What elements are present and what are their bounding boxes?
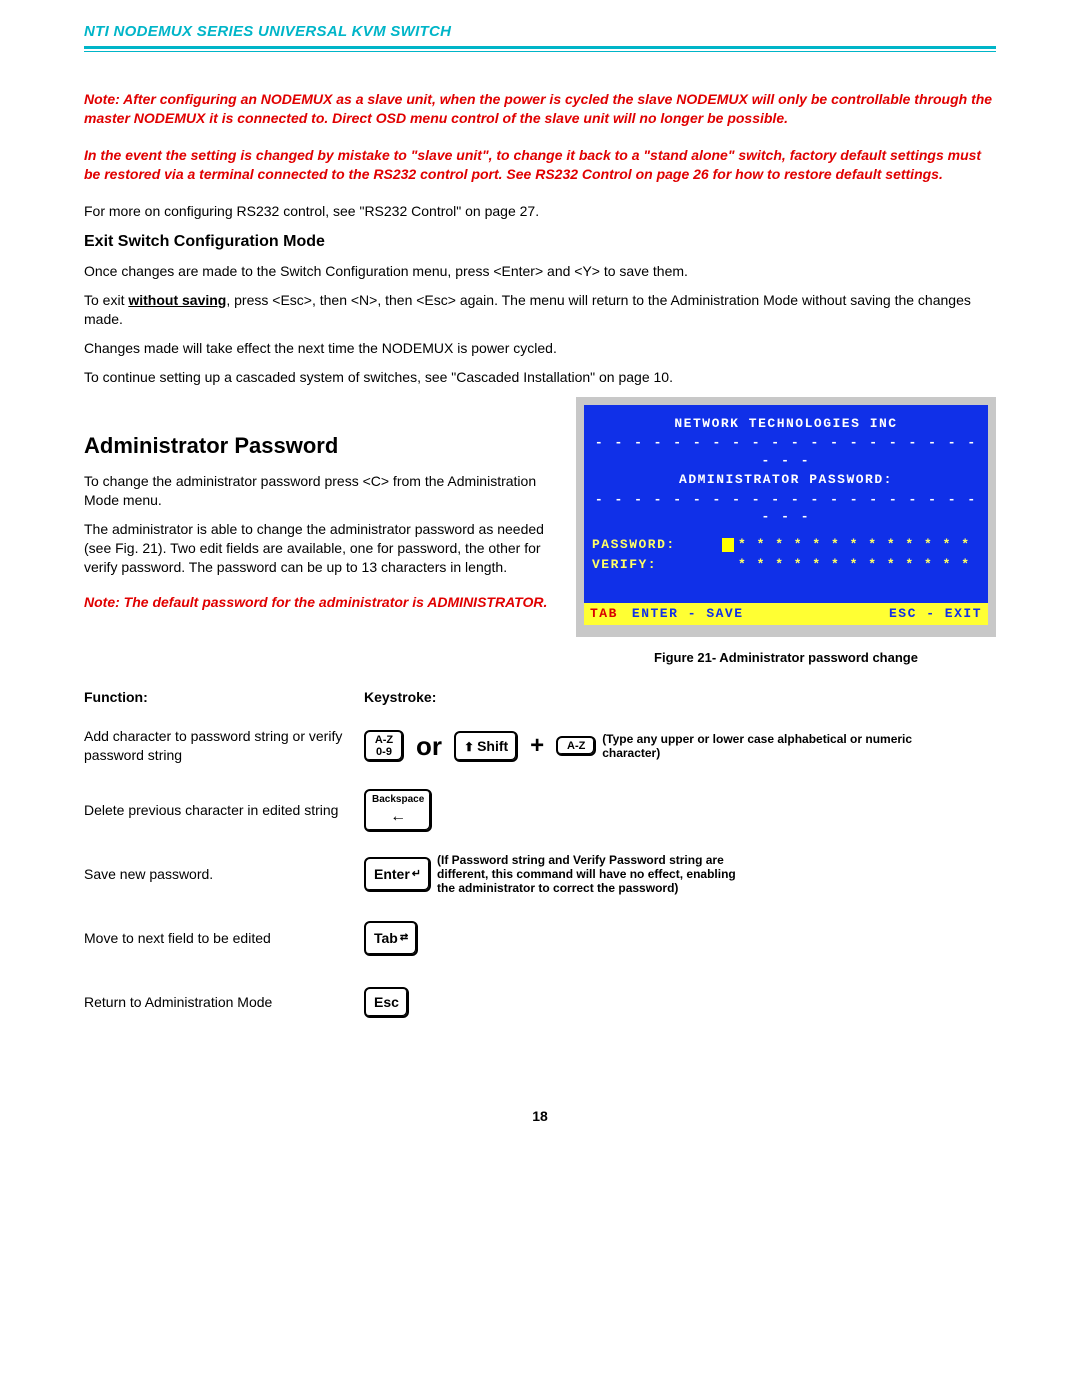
enter-arrow-icon: ↵ bbox=[412, 867, 421, 882]
admin-p1: To change the administrator password pre… bbox=[84, 472, 554, 510]
tab-arrows-icon: ⇄ bbox=[400, 933, 408, 943]
admin-section: Administrator Password To change the adm… bbox=[84, 397, 996, 667]
p3a: To exit bbox=[84, 292, 128, 308]
screen-verify-label: VERIFY: bbox=[592, 556, 722, 574]
body-para-2: Once changes are made to the Switch Conf… bbox=[84, 262, 996, 281]
key-tab: Tab ⇄ bbox=[364, 921, 418, 956]
side-note-1: (Type any upper or lower case alphabetic… bbox=[602, 732, 922, 761]
or-label: or bbox=[416, 729, 442, 764]
footer-esc: ESC - EXIT bbox=[889, 605, 982, 623]
admin-heading: Administrator Password bbox=[84, 431, 554, 461]
body-para-1: For more on configuring RS232 control, s… bbox=[84, 202, 996, 221]
key-enter: Enter ↵ bbox=[364, 857, 431, 892]
tab-text: Tab bbox=[374, 929, 398, 948]
table-row: Return to Administration Mode Esc bbox=[84, 977, 996, 1027]
p3b: without saving bbox=[128, 292, 226, 308]
password-stars: * * * * * * * * * * * * * bbox=[738, 537, 971, 552]
osd-screenshot: NETWORK TECHNOLOGIES INC - - - - - - - -… bbox=[576, 397, 996, 637]
body-para-4: Changes made will take effect the next t… bbox=[84, 339, 996, 358]
func-3: Save new password. bbox=[84, 865, 364, 884]
figure-caption: Figure 21- Administrator password change bbox=[576, 649, 996, 667]
screen-dashes-1: - - - - - - - - - - - - - - - - - - - - … bbox=[592, 434, 980, 469]
screen-line2: ADMINISTRATOR PASSWORD: bbox=[592, 471, 980, 489]
footer-tab: TAB bbox=[590, 605, 618, 623]
plus-label: + bbox=[530, 730, 544, 762]
warning-note-1: Note: After configuring an NODEMUX as a … bbox=[84, 90, 996, 128]
screen-password-label: PASSWORD: bbox=[592, 536, 722, 554]
key-az09: A-Z 0-9 bbox=[364, 730, 404, 762]
warning-note-2: In the event the setting is changed by m… bbox=[84, 146, 996, 184]
table-row: Move to next field to be edited Tab ⇄ bbox=[84, 913, 996, 963]
func-4: Move to next field to be edited bbox=[84, 929, 364, 948]
header-title: NTI NODEMUX SERIES UNIVERSAL KVM SWITCH bbox=[84, 12, 996, 46]
footer-enter: ENTER - SAVE bbox=[632, 605, 744, 623]
header-keystroke: Keystroke: bbox=[364, 688, 436, 707]
admin-default-note: Note: The default password for the admin… bbox=[84, 593, 554, 612]
enter-text: Enter bbox=[374, 865, 410, 884]
backspace-text: Backspace bbox=[372, 793, 424, 807]
key-backspace: Backspace ← bbox=[364, 789, 432, 832]
cursor-icon bbox=[722, 538, 734, 552]
function-table: Function: Keystroke: Add character to pa… bbox=[84, 688, 996, 1027]
side-note-3: (If Password string and Verify Password … bbox=[437, 853, 757, 896]
exit-heading: Exit Switch Configuration Mode bbox=[84, 231, 996, 253]
key-shift: Shift bbox=[454, 731, 518, 762]
shift-text: Shift bbox=[477, 737, 508, 756]
table-row: Save new password. Enter ↵ (If Password … bbox=[84, 849, 996, 899]
admin-p2: The administrator is able to change the … bbox=[84, 520, 554, 577]
func-2: Delete previous character in edited stri… bbox=[84, 801, 364, 820]
key-az-text: A-Z bbox=[375, 734, 393, 746]
screen-line1: NETWORK TECHNOLOGIES INC bbox=[592, 415, 980, 433]
screen-footer: TAB ENTER - SAVE ESC - EXIT bbox=[584, 603, 988, 625]
document-page: NTI NODEMUX SERIES UNIVERSAL KVM SWITCH … bbox=[0, 0, 1080, 1146]
verify-stars: * * * * * * * * * * * * * bbox=[738, 556, 971, 574]
key-az: A-Z bbox=[556, 736, 596, 756]
header-rule bbox=[84, 46, 996, 52]
func-1: Add character to password string or veri… bbox=[84, 727, 364, 765]
table-row: Add character to password string or veri… bbox=[84, 721, 996, 771]
body-para-3: To exit without saving, press <Esc>, the… bbox=[84, 291, 996, 329]
func-5: Return to Administration Mode bbox=[84, 993, 364, 1012]
screen-dashes-2: - - - - - - - - - - - - - - - - - - - - … bbox=[592, 491, 980, 526]
key-09-text: 0-9 bbox=[376, 746, 392, 758]
body-para-5: To continue setting up a cascaded system… bbox=[84, 368, 996, 387]
page-number: 18 bbox=[84, 1107, 996, 1126]
key-esc: Esc bbox=[364, 987, 409, 1018]
table-row: Delete previous character in edited stri… bbox=[84, 785, 996, 835]
backspace-arrow-icon: ← bbox=[390, 806, 406, 828]
header-function: Function: bbox=[84, 688, 364, 707]
